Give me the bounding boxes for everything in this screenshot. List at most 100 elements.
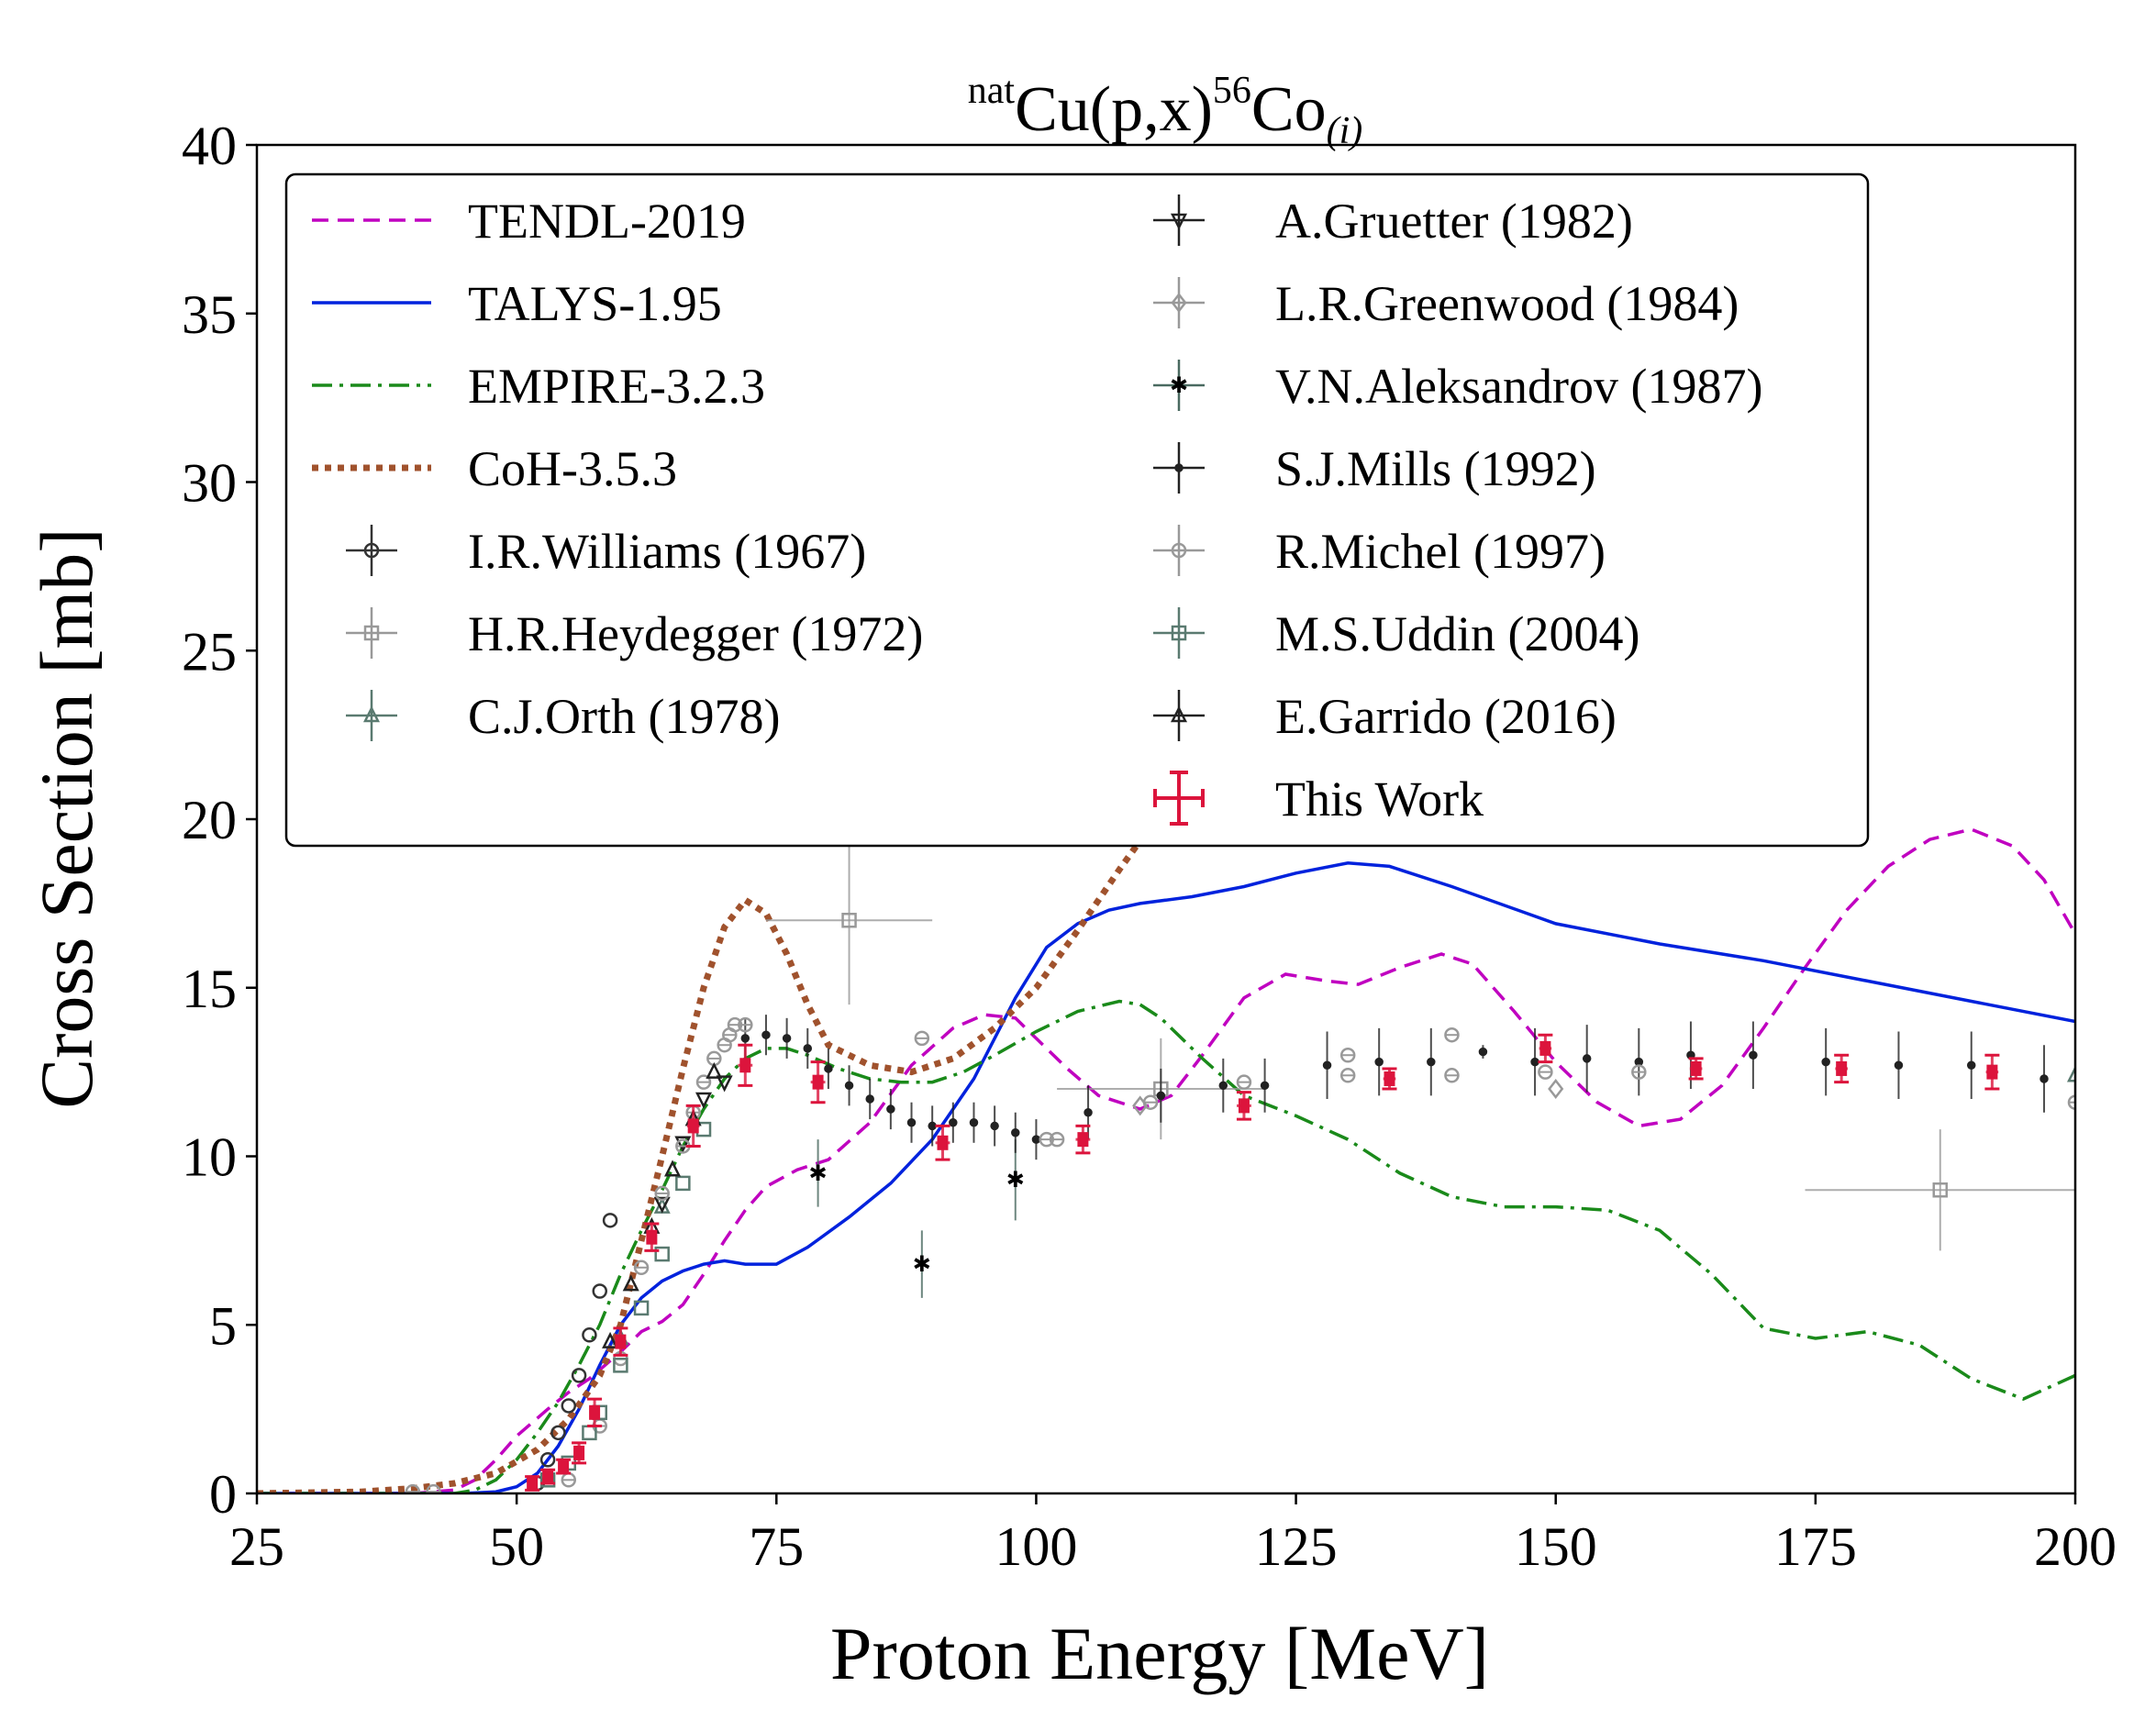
- marker-s-j-mills-1992: [1374, 1057, 1384, 1067]
- marker-s-j-mills-1992: [990, 1121, 999, 1131]
- line-tendl-2019: [257, 827, 2075, 1493]
- point-r-michel-1997: [914, 1030, 930, 1047]
- marker-e-garrido-2016: [664, 1160, 682, 1177]
- marker-v-n-aleksandrov-1987: ✱: [913, 1253, 931, 1277]
- x-axis-ticks: 25 50 75 100 125 150 175 200: [229, 1493, 2117, 1577]
- marker-s-j-mills-1992: [1260, 1081, 1270, 1091]
- point-this-work: [572, 1441, 587, 1465]
- point-r-michel-1997: [654, 1185, 670, 1202]
- line-talys-1-95: [257, 861, 2075, 1493]
- point-r-michel-1997: [405, 1483, 421, 1493]
- marker-s-j-mills-1992: [865, 1094, 874, 1104]
- marker-s-j-mills-1992: [1582, 1054, 1592, 1063]
- marker-r-michel-1997: [1444, 1026, 1460, 1043]
- marker-s-j-mills-1992: [2039, 1074, 2049, 1083]
- point-m-s-uddin-2004: [633, 1300, 650, 1316]
- marker-this-work: [1690, 1060, 1702, 1076]
- marker-i-r-williams-1967: [582, 1327, 597, 1343]
- legend-label-v-n-aleksandrov-1987: V.N.Aleksandrov (1987): [1275, 359, 1762, 414]
- marker-this-work: [542, 1469, 554, 1484]
- marker-r-michel-1997: [1339, 1048, 1356, 1063]
- series-this-work: [525, 1033, 2000, 1492]
- marker-v-n-aleksandrov-1987: ✱: [1006, 1169, 1025, 1193]
- marker-r-michel-1997: [426, 1483, 441, 1493]
- legend-marker-c-j-orth-1978: [362, 705, 381, 723]
- point-e-garrido-2016: [622, 1274, 639, 1292]
- point-s-j-mills-1992: [1634, 1027, 1644, 1096]
- point-m-s-uddin-2004: [613, 1358, 628, 1373]
- point-s-j-mills-1992: [1084, 1085, 1093, 1140]
- legend-label-r-michel-1997: R.Michel (1997): [1275, 524, 1606, 579]
- x-tick-label: 100: [995, 1516, 1077, 1577]
- marker-r-michel-1997: [2067, 1094, 2075, 1110]
- point-this-work: [613, 1326, 628, 1357]
- x-tick-label: 50: [489, 1516, 544, 1577]
- marker-s-j-mills-1992: [1894, 1060, 1904, 1071]
- legend-marker-v-n-aleksandrov-1987: ✱: [1170, 374, 1188, 398]
- marker-i-r-williams-1967: [539, 1452, 556, 1468]
- marker-a-gruetter-1982: [674, 1136, 692, 1153]
- marker-this-work: [739, 1058, 751, 1073]
- marker-this-work: [1986, 1064, 1998, 1080]
- marker-m-s-uddin-2004: [613, 1358, 628, 1373]
- marker-r-michel-1997: [1538, 1064, 1553, 1080]
- point-e-garrido-2016: [602, 1331, 619, 1348]
- point-s-j-mills-1992: [1374, 1027, 1384, 1096]
- title-mass: 56: [1213, 70, 1251, 112]
- series-s-j-mills-1992: [740, 1015, 2049, 1160]
- point-this-work: [1984, 1053, 2000, 1091]
- chart-title: natCu(p,x)56Co(i): [968, 70, 1362, 152]
- point-this-work: [556, 1458, 572, 1475]
- legend-box: [284, 172, 1870, 848]
- point-v-n-aleksandrov-1987: ✱: [809, 1139, 828, 1207]
- legend-entry-e-garrido-2016: E.Garrido (2016): [1153, 689, 1617, 744]
- point-s-j-mills-1992: [1011, 1112, 1020, 1153]
- series-c-j-orth-1978: [612, 1065, 2075, 1346]
- marker-s-j-mills-1992: [969, 1118, 979, 1127]
- series-a-gruetter-1982: [653, 1075, 733, 1214]
- point-i-r-williams-1967: [571, 1368, 587, 1383]
- marker-s-j-mills-1992: [1322, 1060, 1332, 1071]
- marker-s-j-mills-1992: [803, 1044, 813, 1053]
- point-r-michel-1997: [1142, 1094, 1159, 1110]
- marker-l-r-greenwood-1984: [1548, 1078, 1564, 1100]
- point-s-j-mills-1992: [1031, 1119, 1041, 1160]
- marker-e-garrido-2016: [622, 1274, 639, 1292]
- legend-entry-v-n-aleksandrov-1987: ✱ V.N.Aleksandrov (1987): [1153, 359, 1762, 414]
- point-r-michel-1997: [1049, 1131, 1065, 1148]
- point-s-j-mills-1992: [906, 1102, 917, 1143]
- marker-r-michel-1997: [405, 1483, 421, 1493]
- marker-s-j-mills-1992: [1011, 1128, 1020, 1137]
- legend-entry-talys-1-95: TALYS-1.95: [312, 276, 722, 331]
- marker-r-michel-1997: [1339, 1068, 1356, 1083]
- marker-c-j-orth-1978: [2066, 1065, 2075, 1082]
- point-i-r-williams-1967: [602, 1213, 618, 1228]
- marker-i-r-williams-1967: [571, 1368, 587, 1383]
- marker-s-j-mills-1992: [1031, 1135, 1041, 1144]
- marker-r-michel-1997: [1444, 1068, 1460, 1083]
- legend-marker-l-r-greenwood-1984: [1171, 292, 1187, 314]
- legend-marker-a-gruetter-1982: [1170, 213, 1188, 230]
- marker-v-n-aleksandrov-1987: ✱: [809, 1162, 828, 1186]
- legend-label-c-j-orth-1978: C.J.Orth (1978): [468, 689, 780, 744]
- legend-label-l-r-greenwood-1984: L.R.Greenwood (1984): [1275, 276, 1739, 331]
- point-i-r-williams-1967: [550, 1425, 566, 1441]
- marker-this-work: [1539, 1040, 1551, 1056]
- marker-this-work: [812, 1074, 824, 1090]
- legend-label-m-s-uddin-2004: M.S.Uddin (2004): [1275, 606, 1640, 661]
- marker-r-michel-1997: [1049, 1131, 1065, 1148]
- point-s-j-mills-1992: [824, 1048, 833, 1089]
- legend-entry-tendl-2019: TENDL-2019: [312, 194, 746, 249]
- line-coh-3-5-3: [257, 816, 1159, 1493]
- series-r-michel-1997: [405, 1016, 2075, 1493]
- marker-r-michel-1997: [1142, 1094, 1159, 1110]
- legend-label-i-r-williams-1967: I.R.Williams (1967): [468, 524, 866, 579]
- point-c-j-orth-1978: [2066, 1065, 2075, 1082]
- marker-s-j-mills-1992: [824, 1064, 833, 1073]
- legend-label-coh-3-5-3: CoH-3.5.3: [468, 441, 677, 496]
- legend-label-s-j-mills-1992: S.J.Mills (1992): [1275, 441, 1596, 496]
- marker-this-work: [527, 1475, 539, 1491]
- point-s-j-mills-1992: [1821, 1027, 1830, 1096]
- marker-h-r-heydegger-1972: [1932, 1182, 1949, 1198]
